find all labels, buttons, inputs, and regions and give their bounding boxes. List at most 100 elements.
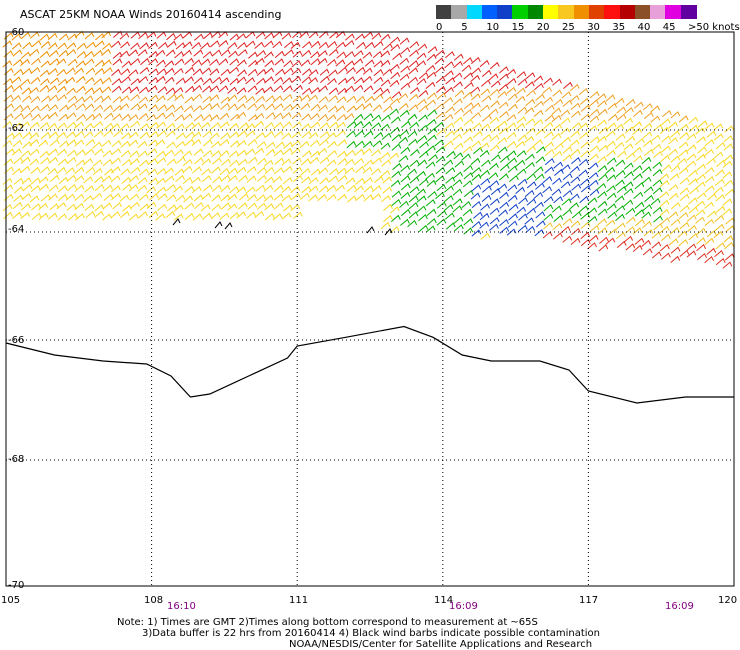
- wind-barb: [488, 172, 499, 180]
- wind-barb: [210, 141, 221, 149]
- wind-barb: [209, 58, 220, 66]
- wind-barb: [317, 57, 328, 66]
- wind-barb: [723, 143, 734, 151]
- wind-barb: [473, 147, 483, 155]
- wind-barb: [632, 244, 643, 252]
- wind-barb: [3, 113, 14, 121]
- wind-barb: [580, 141, 591, 149]
- wind-barb: [614, 97, 625, 106]
- wind-barb: [371, 185, 382, 193]
- wind-barb: [660, 233, 671, 242]
- wind-barb: [31, 113, 42, 121]
- wind-barb: [623, 117, 634, 125]
- wind-barb: [434, 121, 445, 129]
- note-line: NOAA/NESDIS/Center for Satellite Applica…: [289, 639, 593, 650]
- legend-swatch: [436, 5, 452, 19]
- wind-barb: [193, 157, 204, 165]
- wind-barb: [41, 95, 51, 103]
- wind-barb: [632, 165, 643, 173]
- wind-barb: [119, 103, 130, 111]
- wind-barb: [148, 210, 159, 218]
- wind-barb: [291, 112, 302, 120]
- wind-barb: [2, 120, 13, 129]
- wind-barb: [317, 50, 328, 58]
- wind-barb: [56, 85, 67, 93]
- wind-barb: [156, 157, 167, 165]
- wind-barb: [237, 49, 248, 57]
- wind-barb: [634, 182, 645, 190]
- wind-barb: [74, 184, 85, 192]
- wind-barb: [282, 147, 293, 155]
- wind-barb: [68, 213, 78, 221]
- wind-barb: [275, 141, 285, 149]
- wind-barb: [463, 165, 474, 173]
- wind-barb: [148, 58, 159, 66]
- wind-barb: [130, 78, 141, 86]
- wind-barb: [714, 250, 724, 258]
- wind-barb: [453, 152, 464, 160]
- wind-barb: [148, 94, 159, 102]
- wind-barb: [83, 122, 94, 131]
- wind-barb: [211, 194, 222, 202]
- wind-barb: [418, 72, 429, 80]
- wind-barb: [219, 112, 230, 120]
- wind-barb: [220, 184, 231, 193]
- wind-barb: [245, 123, 255, 131]
- time-label: 16:09: [665, 601, 694, 612]
- wind-barb: [184, 96, 195, 104]
- wind-barb: [669, 173, 680, 181]
- wind-barb: [229, 140, 240, 148]
- wind-barb: [580, 239, 591, 247]
- wind-barb: [2, 177, 13, 185]
- wind-barb: [551, 107, 562, 115]
- wind-barb: [686, 243, 697, 251]
- wind-barb: [471, 102, 481, 110]
- wind-barb: [38, 139, 49, 147]
- wind-barb: [291, 60, 302, 68]
- wind-barb: [247, 51, 258, 59]
- wind-barb: [722, 208, 733, 216]
- wind-barb: [283, 67, 294, 75]
- wind-barb: [553, 161, 564, 169]
- wind-barb: [121, 86, 132, 94]
- wind-barb: [299, 192, 310, 200]
- wind-barb: [239, 193, 249, 201]
- wind-barb: [436, 85, 446, 93]
- wind-barb: [605, 237, 616, 245]
- wind-barb: [526, 181, 537, 189]
- wind-barb: [165, 210, 176, 219]
- wind-barb: [382, 105, 393, 113]
- wind-barb: [506, 150, 517, 158]
- wind-barb: [39, 183, 49, 191]
- wind-barb: [704, 218, 715, 227]
- legend-swatch: [619, 5, 636, 19]
- wind-barb: [470, 74, 481, 82]
- wind-barb: [623, 162, 634, 170]
- wind-barb: [670, 202, 681, 210]
- wind-barb: [354, 158, 364, 166]
- wind-barb: [193, 49, 204, 57]
- wind-barb: [490, 80, 501, 88]
- wind-barb: [20, 211, 31, 219]
- wind-barb: [66, 149, 77, 157]
- wind-barb: [607, 102, 618, 111]
- wind-barb: [93, 104, 103, 112]
- wind-barb: [508, 213, 518, 221]
- wind-barb: [615, 169, 626, 178]
- wind-barb: [373, 93, 384, 101]
- wind-barb: [453, 142, 464, 150]
- wind-barb: [670, 130, 681, 138]
- wind-barb: [74, 175, 85, 183]
- wind-barb: [110, 166, 121, 174]
- wind-barb: [22, 41, 33, 50]
- wind-barb: [264, 32, 275, 40]
- wind-barb: [156, 68, 167, 76]
- wind-barb: [29, 31, 40, 39]
- wind-barb: [480, 88, 491, 96]
- wind-barb: [427, 134, 437, 142]
- wind-barb: [678, 167, 689, 175]
- wind-barb: [245, 40, 256, 48]
- wind-barb: [138, 86, 149, 94]
- wind-barb: [290, 185, 301, 194]
- wind-barb: [489, 198, 500, 206]
